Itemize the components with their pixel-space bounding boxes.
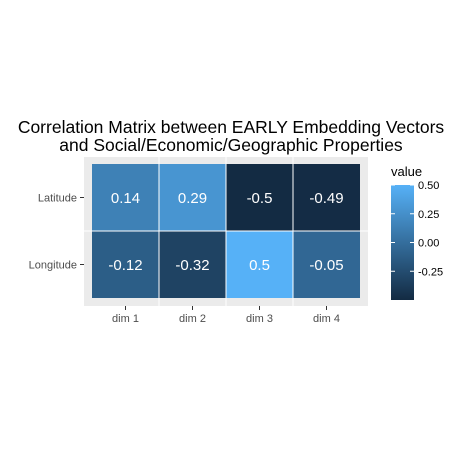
heatmap-cell <box>159 164 226 231</box>
legend-colorbar <box>391 185 414 300</box>
heatmap-cell <box>92 164 159 231</box>
legend-break-label: 0.00 <box>418 238 439 250</box>
heatmap-cell <box>159 231 226 298</box>
x-axis-tick-label: dim 3 <box>246 313 273 325</box>
legend-break-label: 0.25 <box>418 209 439 221</box>
cell-value-label: -0.32 <box>175 257 209 274</box>
cell-value-label: 0.5 <box>249 257 270 274</box>
heatmap-cell <box>226 164 293 231</box>
chart-title-line-2: and Social/Economic/Geographic Propertie… <box>59 135 403 155</box>
cell-value-label: -0.12 <box>108 257 142 274</box>
x-axis-tick-label: dim 2 <box>179 313 206 325</box>
cell-value-label: -0.49 <box>309 190 343 207</box>
x-axis-tick-label: dim 4 <box>313 313 340 325</box>
cell-value-label: -0.05 <box>309 257 343 274</box>
y-axis-tick-label: Longitude <box>29 260 77 272</box>
cell-value-label: 0.29 <box>178 190 207 207</box>
x-axis-tick-label: dim 1 <box>112 313 139 325</box>
cell-value-label: 0.14 <box>111 190 140 207</box>
cell-value-label: -0.5 <box>247 190 273 207</box>
heatmap-cell <box>293 231 360 298</box>
heatmap-cell <box>226 231 293 298</box>
heatmap-cell <box>92 231 159 298</box>
heatmap-cell <box>293 164 360 231</box>
legend-title: value <box>391 164 422 179</box>
legend-break-label: 0.50 <box>418 180 439 192</box>
y-axis-tick-label: Latitude <box>38 193 77 205</box>
chart-title-line-1: Correlation Matrix between EARLY Embeddi… <box>17 117 445 137</box>
legend-break-label: -0.25 <box>418 266 443 278</box>
